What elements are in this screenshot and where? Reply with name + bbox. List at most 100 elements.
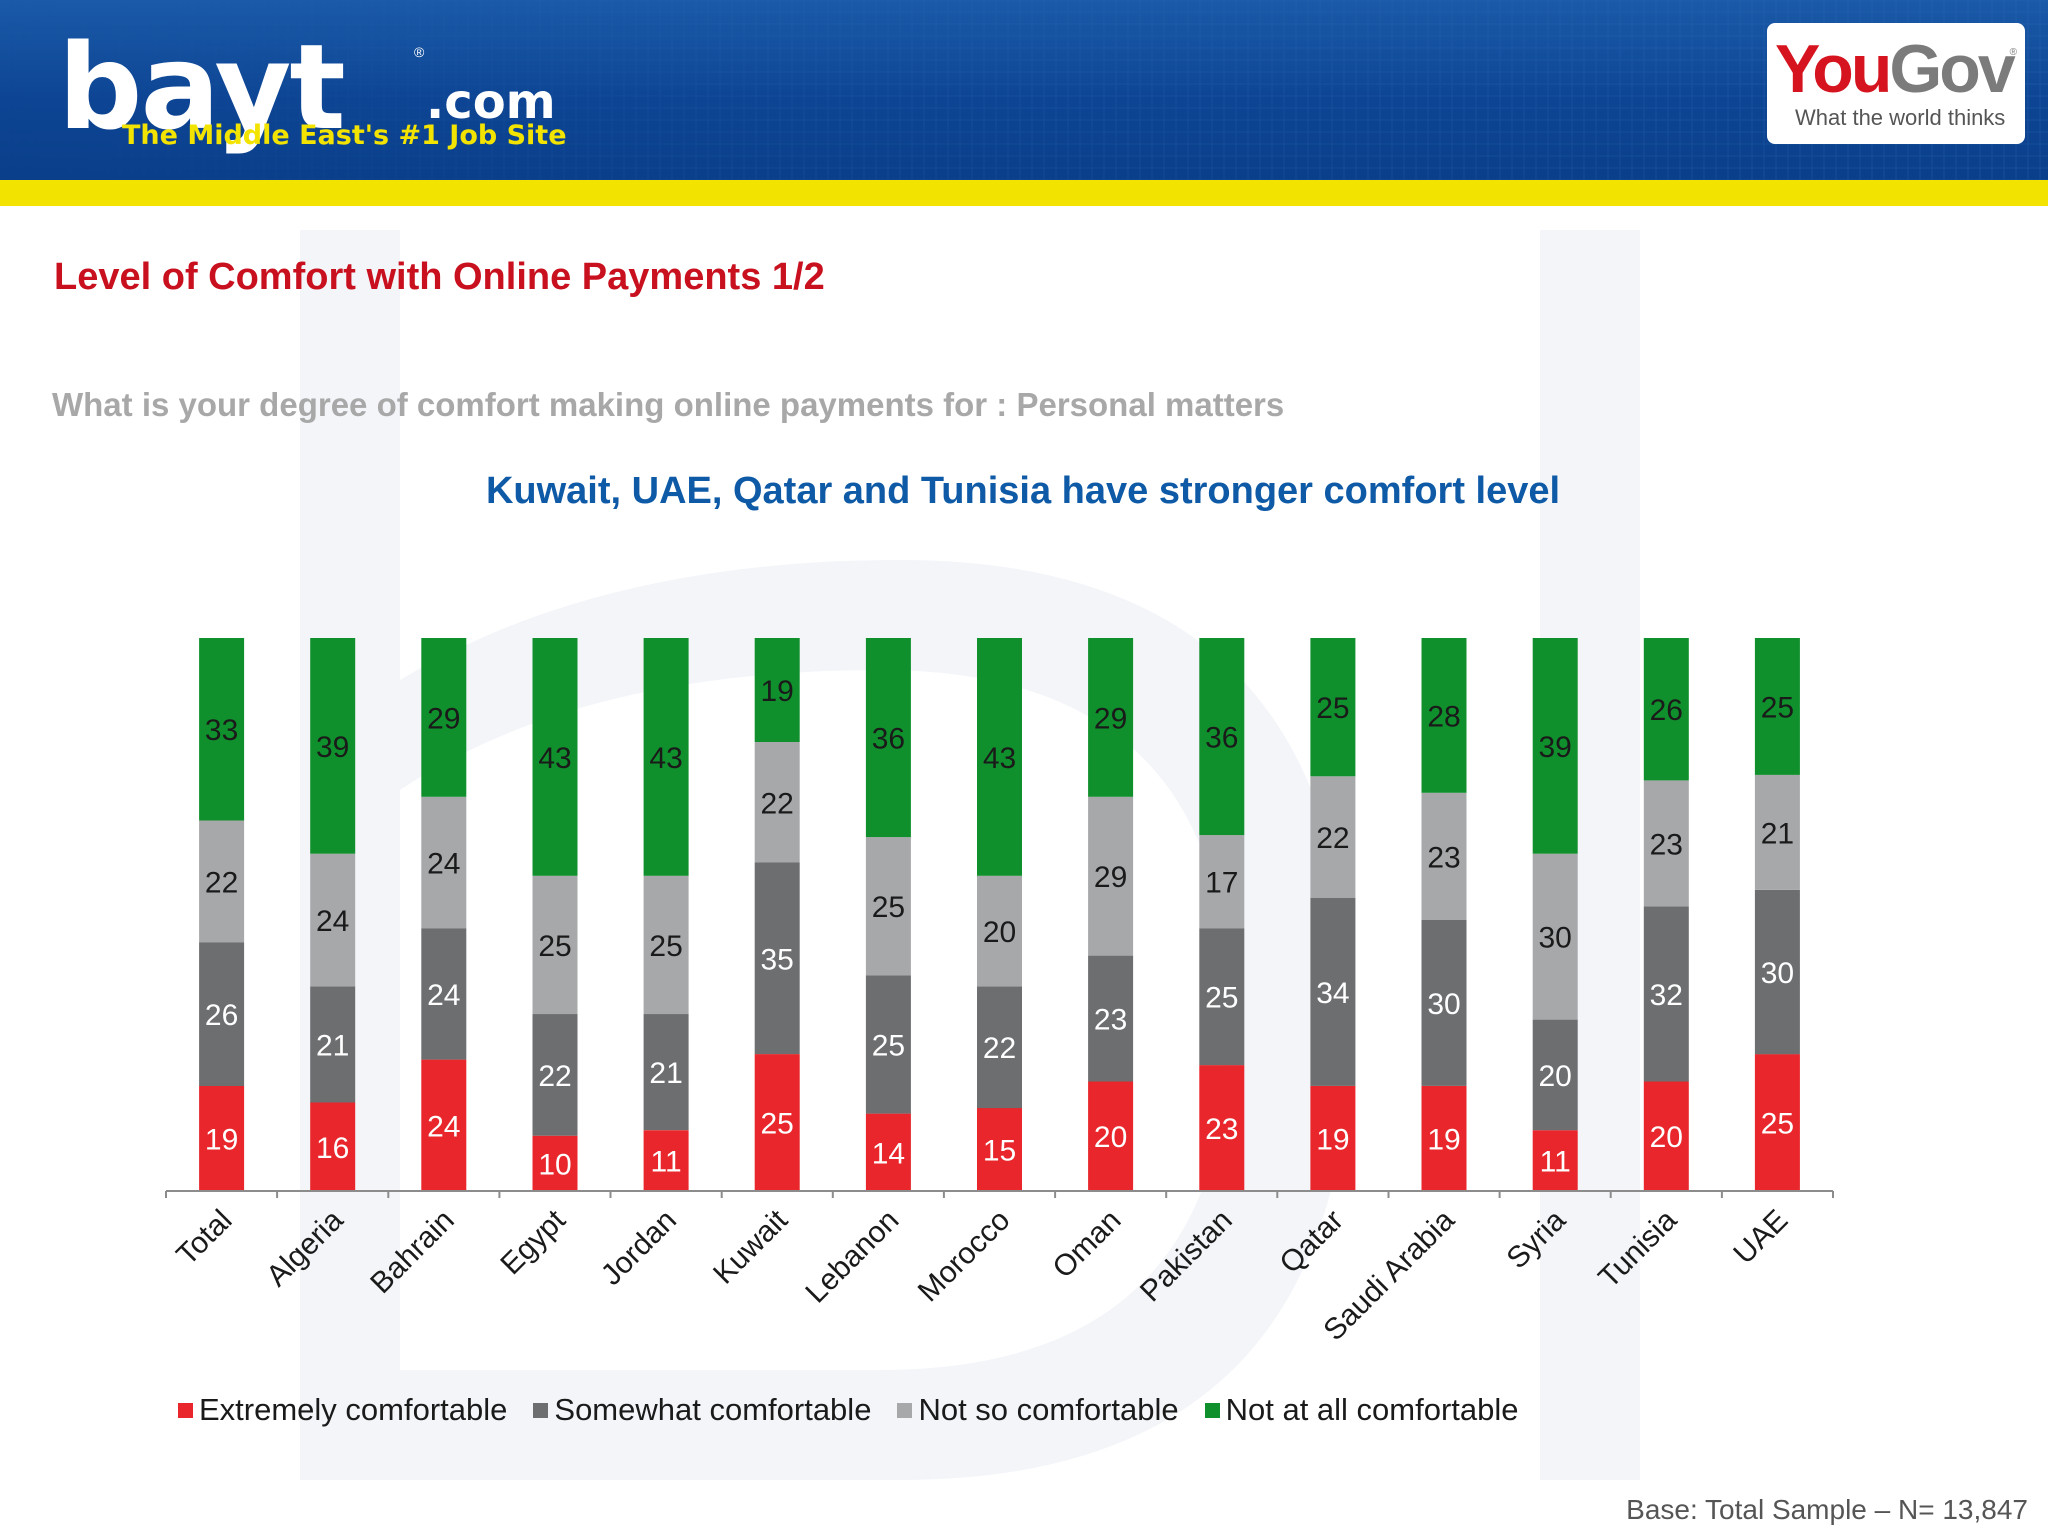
bar-segment [1199,1065,1245,1191]
x-tick-label: Morocco [912,1204,1017,1309]
bar-segment [532,875,578,1015]
x-tick-label: Total [170,1204,238,1272]
bar-segment [1088,796,1134,956]
data-label: 24 [427,979,460,1012]
legend-swatch [533,1402,549,1418]
data-label: 22 [538,1060,571,1093]
legend-label: Somewhat comfortable [554,1392,872,1427]
data-label: 19 [205,1124,238,1157]
header-banner: bayt ® .com The Middle East's #1 Job Sit… [0,0,2048,180]
yougov-wordmark: YouGov [1775,35,2016,103]
data-label: 20 [1094,1121,1127,1154]
bar-segment [1421,638,1467,793]
data-label: 23 [1427,841,1460,874]
data-label: 20 [983,916,1016,949]
chart-legend: Extremely comfortable Somewhat comfortabl… [178,1390,1545,1430]
data-label: 39 [1539,731,1572,764]
legend-label: Extremely comfortable [199,1392,508,1427]
data-label: 21 [649,1057,682,1090]
bar-segment [977,638,1022,876]
bar-segment [865,1113,911,1191]
data-label: 10 [538,1148,571,1181]
page-title: Level of Comfort with Online Payments 1/… [54,256,825,298]
bar-segment [421,638,467,797]
data-label: 25 [538,930,571,963]
x-tick-label: Syria [1500,1203,1572,1275]
bar-segment [865,638,911,838]
data-label: 25 [872,891,905,924]
base-footnote: Base: Total Sample – N= 13,847 [1626,1494,2028,1525]
bar-segment [865,837,911,976]
data-label: 19 [1316,1124,1349,1157]
bar-segment [865,975,911,1114]
data-label: 22 [983,1032,1016,1065]
bar-segment [643,1014,689,1131]
x-tick-label: Tunisia [1592,1203,1683,1294]
data-label: 29 [1094,702,1127,735]
header-stripe [0,180,2048,206]
x-tick-label: Kuwait [707,1203,794,1290]
data-label: 11 [1540,1146,1571,1179]
x-tick-label: Qatar [1273,1204,1349,1280]
bar-segment [310,986,356,1103]
bar-segment [754,638,800,742]
bar-segment [1754,889,1800,1055]
data-label: 30 [1761,957,1794,990]
bar-segment [532,1135,578,1191]
data-label: 17 [1205,867,1238,900]
data-label: 22 [1316,822,1349,855]
legend-item: Not so comfortable [897,1392,1179,1428]
data-label: 29 [1094,861,1127,894]
bar-segment [977,875,1022,987]
bar-segment [1310,776,1356,898]
bar-segment [1532,638,1578,854]
bar-segment [1421,920,1467,1086]
bar-segment [421,928,467,1060]
data-label: 25 [649,930,682,963]
data-label: 35 [761,943,794,976]
data-label: 15 [983,1135,1016,1168]
data-label: 22 [761,787,794,820]
legend-swatch [897,1402,913,1418]
survey-question: What is your degree of comfort making on… [52,386,1285,423]
logo-wordmark: bayt [58,18,346,156]
bar-segment [199,1085,245,1191]
yougov-registered-mark: ® [2009,47,2017,58]
bar-segment [1532,1130,1578,1191]
bar-segment [1643,638,1689,781]
bar-segment [1643,906,1689,1082]
x-tick-label: Lebanon [799,1204,905,1310]
bar-segment [754,862,800,1055]
bar-segment [643,638,689,876]
bar-segment [754,742,800,863]
data-label: 43 [983,742,1016,775]
legend-swatch [178,1402,193,1418]
legend-swatch [1204,1402,1220,1418]
data-label: 23 [1094,1004,1127,1037]
bar-segment [1199,835,1245,929]
bar-segment [532,638,578,876]
bar-segment [1199,638,1245,836]
bar-segment [1310,897,1356,1086]
legend-item: Not at all comfortable [1204,1392,1519,1428]
yougov-gov: Gov [1889,31,2015,107]
bar-segment [1643,1081,1689,1191]
data-label: 11 [651,1146,682,1179]
data-label: 25 [1761,1108,1794,1141]
data-label: 24 [427,848,460,881]
bar-segment [754,1054,800,1191]
bar-segment [977,986,1022,1109]
data-label: 16 [316,1132,349,1165]
data-label: 23 [1650,828,1683,861]
legend-item: Somewhat comfortable [533,1392,871,1428]
bar-segment [1754,774,1800,890]
bar-segment [1532,853,1578,1020]
data-label: 14 [872,1137,905,1170]
data-label: 30 [1539,922,1572,955]
data-label: 20 [1539,1060,1572,1093]
yougov-logo[interactable]: YouGov ® What the world thinks [1767,23,2025,144]
bar-segment [1088,1081,1134,1191]
bar-segment [1421,1085,1467,1191]
bar-segment [1754,1054,1800,1191]
